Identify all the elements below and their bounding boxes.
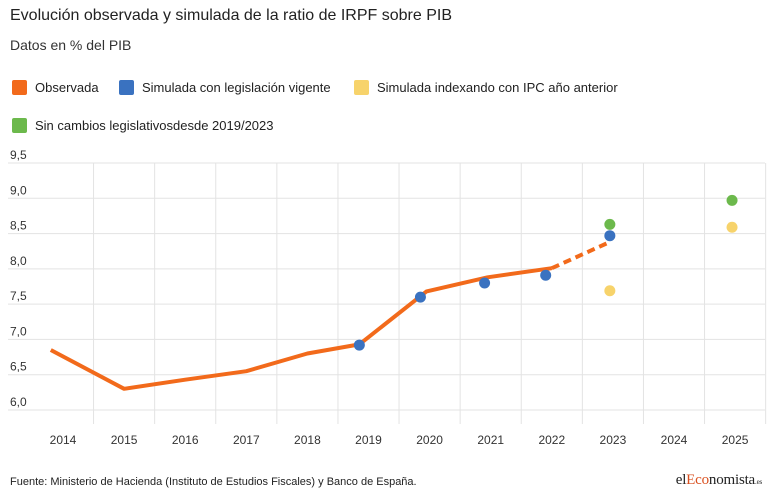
data-point-simulada-vigente [604, 230, 616, 242]
x-tick-label: 2023 [600, 433, 627, 447]
y-tick-label: 7,0 [10, 324, 27, 338]
data-point-simulada-vigente [414, 291, 426, 303]
legend-swatch-observada [12, 79, 27, 95]
chart-subtitle: Datos en % del PIB [10, 37, 132, 53]
x-tick-label: 2018 [294, 433, 321, 447]
legend-label-simulada-ipc: Simulada indexando con IPC año anterior [377, 79, 618, 95]
data-point-sin-cambios [726, 194, 738, 206]
legend-item-simulada-ipc: Simulada indexando con IPC año anterior [354, 79, 618, 95]
line-chart: 9,5 9,0 8,5 8,0 7,5 7,0 6,5 6,0 2014 2015 2016 2017… [8, 150, 767, 447]
data-point-simulada-vigente [540, 269, 552, 281]
legend-label-observada: Observada [35, 79, 99, 95]
logo-part-suffix: .es [755, 478, 762, 486]
publisher-logo: elEconomista.es [676, 472, 762, 489]
data-point-simulada-ipc [726, 221, 738, 233]
data-point-sin-cambios [604, 218, 616, 230]
legend-label-simulada-vigente: Simulada con legislación vigente [142, 79, 331, 95]
y-tick-label: 9,0 [10, 183, 27, 197]
legend-swatch-sin-cambios [12, 117, 27, 133]
y-tick-label: 6,0 [10, 395, 27, 409]
legend-swatch-simulada-vigente [119, 79, 134, 95]
y-tick-label: 6,5 [10, 360, 27, 374]
y-tick-label: 8,5 [10, 219, 27, 233]
legend-item-simulada-vigente: Simulada con legislación vigente [119, 79, 331, 95]
data-point-simulada-ipc [604, 285, 616, 297]
legend-swatch-simulada-ipc [354, 79, 369, 95]
legend-item-observada: Observada [12, 79, 99, 95]
x-tick-label: 2015 [111, 433, 138, 447]
x-tick-label: 2019 [355, 433, 382, 447]
x-tick-label: 2020 [416, 433, 443, 447]
x-tick-label: 2021 [477, 433, 504, 447]
data-point-simulada-vigente [479, 277, 491, 289]
logo-part-accent: Eco [686, 472, 709, 488]
x-tick-label: 2022 [538, 433, 565, 447]
x-tick-label: 2024 [661, 433, 688, 447]
legend-label-sin-cambios: Sin cambios legislativosdesde 2019/2023 [35, 117, 274, 133]
source-note: Fuente: Ministerio de Hacienda (Institut… [10, 476, 417, 488]
x-tick-label: 2025 [722, 433, 749, 447]
y-tick-label: 7,5 [10, 289, 27, 303]
series-line-observada-projection [550, 240, 611, 271]
data-point-simulada-vigente [353, 339, 365, 351]
legend-item-sin-cambios: Sin cambios legislativosdesde 2019/2023 [12, 117, 274, 133]
y-tick-label: 8,0 [10, 254, 27, 268]
x-tick-label: 2014 [50, 433, 77, 447]
series-line-observada [49, 266, 553, 391]
logo-part-pre: el [675, 472, 687, 488]
y-tick-label: 9,5 [10, 150, 27, 162]
x-tick-label: 2016 [172, 433, 199, 447]
logo-part-post: nomista [708, 472, 756, 488]
chart-title: Evolución observada y simulada de la rat… [10, 7, 453, 24]
x-tick-label: 2017 [233, 433, 260, 447]
